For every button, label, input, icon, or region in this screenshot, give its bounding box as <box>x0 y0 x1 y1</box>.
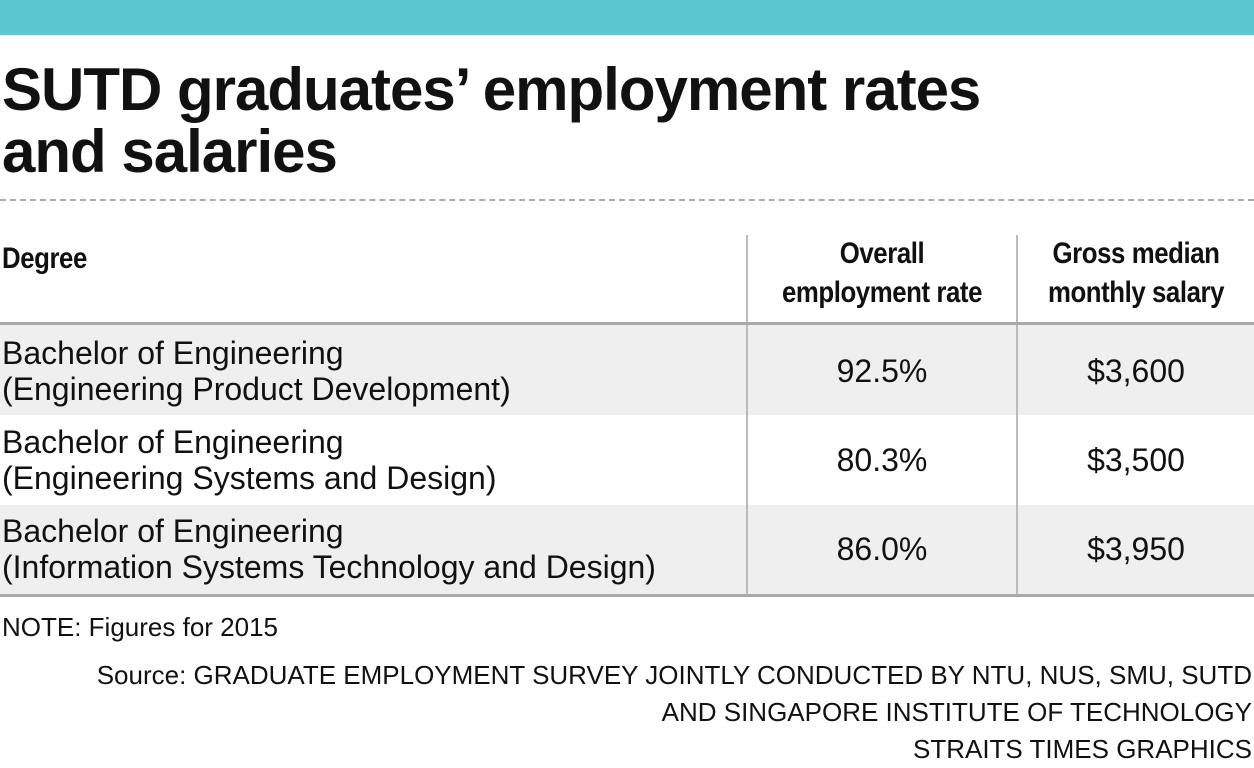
salary: $3,500 <box>1087 442 1185 478</box>
column-header: monthly salary <box>1047 276 1225 309</box>
column-divider <box>1016 235 1018 597</box>
degree: Bachelor of Engineering <box>2 424 344 460</box>
row-background <box>0 505 1254 595</box>
row-background <box>0 415 1254 505</box>
degree: (Engineering Product Development) <box>2 371 511 407</box>
column-header: Degree <box>2 242 87 275</box>
degree: (Engineering Systems and Design) <box>2 460 497 496</box>
column-divider <box>746 235 748 597</box>
employment-rate: 86.0% <box>836 531 928 567</box>
employment-rate: 80.3% <box>836 442 928 478</box>
row-divider <box>0 594 1254 597</box>
header-bar <box>0 0 1254 35</box>
row-background <box>0 325 1254 415</box>
degree: (Information Systems Technology and Desi… <box>2 549 656 585</box>
title: and salaries <box>2 118 338 185</box>
degree: Bachelor of Engineering <box>2 513 344 549</box>
divider <box>0 199 1254 201</box>
salary: $3,600 <box>1087 353 1185 389</box>
title: SUTD graduates’ employment rates <box>2 56 981 123</box>
column-header: Overall <box>839 237 925 270</box>
degree: Bachelor of Engineering <box>2 335 344 371</box>
note: NOTE: Figures for 2015 <box>2 612 278 642</box>
column-header: Gross median <box>1052 237 1220 270</box>
employment-rate: 92.5% <box>836 353 928 389</box>
salary: $3,950 <box>1087 531 1185 567</box>
source: AND SINGAPORE INSTITUTE OF TECHNOLOGY <box>661 697 1252 727</box>
credit: STRAITS TIMES GRAPHICS <box>912 734 1252 764</box>
column-header: employment rate <box>781 276 983 309</box>
source: Source: GRADUATE EMPLOYMENT SURVEY JOINT… <box>96 660 1252 690</box>
row-divider <box>0 322 1254 325</box>
